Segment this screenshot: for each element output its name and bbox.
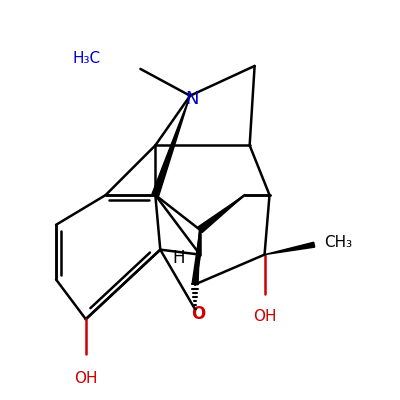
Text: CH₃: CH₃ [324,235,352,250]
Text: OH: OH [253,309,276,324]
Text: O: O [191,305,205,323]
Polygon shape [192,230,200,285]
Text: H: H [172,248,184,266]
Text: OH: OH [74,371,98,386]
Polygon shape [198,195,245,232]
Polygon shape [264,242,315,255]
Polygon shape [152,96,190,196]
Text: N: N [185,90,199,108]
Text: H₃C: H₃C [72,52,101,66]
